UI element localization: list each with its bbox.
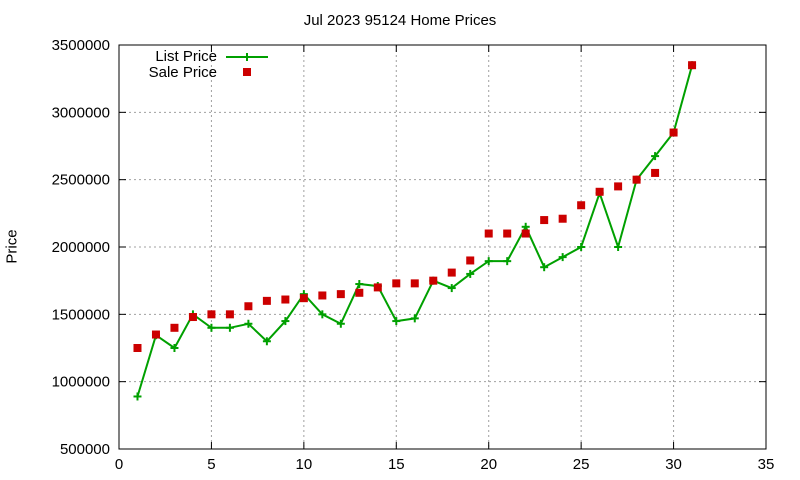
list-price-line [136, 64, 694, 397]
plot-border [118, 44, 767, 450]
sale-price-point [651, 168, 660, 177]
list-price-point [133, 392, 142, 401]
list-price-point [281, 317, 290, 326]
sale-price-point [521, 229, 530, 238]
sale-price-point [207, 310, 216, 319]
y-tick-label: 2500000 [52, 172, 110, 189]
sale-price-point [540, 216, 549, 225]
y-tick-label: 2000000 [52, 239, 110, 256]
sale-price-point [225, 310, 234, 319]
axes: 0 5 10 15 20 25 30 35 500000 1000000 1500000 200000… [52, 37, 775, 473]
sale-price-point [170, 323, 179, 332]
chart-title: Jul 2023 95124 Home Prices [303, 12, 497, 29]
sale-price-point [299, 294, 308, 303]
x-tick-label: 0 [115, 456, 123, 473]
sale-price-point [558, 214, 567, 223]
x-tick-label: 25 [573, 456, 590, 473]
sale-price-point [595, 187, 604, 196]
legend-label-sale-price: Sale Price [149, 64, 217, 81]
list-price-point [318, 310, 327, 319]
list-price-point [484, 257, 493, 266]
sale-price-point [577, 201, 586, 210]
sale-price-point [503, 229, 512, 238]
sale-price-point [688, 61, 697, 70]
grid-lines [119, 45, 766, 449]
sale-price-point [614, 182, 623, 191]
list-price-point [170, 344, 179, 352]
sale-price-point [466, 256, 475, 265]
list-price-point [614, 243, 623, 251]
sale-price-point [484, 229, 493, 238]
list-price-point [540, 263, 549, 272]
sale-price-point [336, 290, 345, 299]
list-price-point [336, 319, 345, 328]
list-price-point [466, 269, 475, 278]
list-price-point [651, 152, 660, 161]
sale-price-point [447, 268, 456, 277]
sale-price-point [355, 288, 364, 297]
sale-price-point [281, 295, 290, 304]
y-tick-label: 1000000 [52, 374, 110, 391]
list-price-point [392, 317, 401, 326]
y-tick-label: 500000 [60, 441, 110, 458]
x-tick-label: 15 [388, 456, 405, 473]
y-tick-label: 3000000 [52, 104, 110, 121]
legend-label-list-price: List Price [155, 48, 217, 65]
list-price-point [577, 243, 586, 251]
x-tick-label: 30 [665, 456, 682, 473]
list-price-point [447, 284, 456, 293]
sale-price-point [410, 279, 419, 288]
x-tick-label: 20 [480, 456, 497, 473]
x-tick-label: 35 [758, 456, 775, 473]
x-tick-label: 10 [296, 456, 313, 473]
sale-price-point [632, 175, 641, 184]
list-price-point [503, 257, 512, 266]
list-price-point [355, 280, 364, 289]
plot-area [133, 61, 697, 401]
sale-price-point [262, 296, 271, 305]
list-price-point [410, 314, 419, 323]
list-price-point [558, 253, 567, 262]
y-tick-label: 3500000 [52, 37, 110, 54]
list-price-point [244, 319, 253, 328]
sale-price-point [151, 330, 160, 339]
y-tick-label: 1500000 [52, 306, 110, 323]
list-price-point [207, 323, 216, 332]
sale-price-point [373, 283, 382, 292]
sale-price-point [392, 279, 401, 288]
sale-price-point [188, 313, 197, 322]
sale-price-point [669, 128, 678, 137]
list-price-point [262, 337, 271, 346]
sale-price-point [429, 276, 438, 285]
list-price-point [521, 222, 530, 231]
list-price-point [225, 323, 234, 332]
sale-price-point [133, 344, 142, 352]
legend-marker-sale-price [243, 68, 251, 76]
sale-price-point [318, 291, 327, 300]
sale-price-point [244, 302, 253, 311]
x-tick-label: 5 [207, 456, 215, 473]
